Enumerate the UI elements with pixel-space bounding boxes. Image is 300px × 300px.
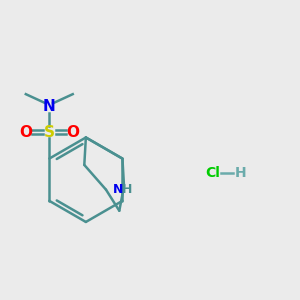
- Text: O: O: [20, 124, 33, 140]
- Text: S: S: [44, 124, 55, 140]
- Text: O: O: [66, 124, 79, 140]
- Text: H: H: [235, 167, 246, 181]
- Text: N: N: [43, 100, 56, 115]
- Text: Cl: Cl: [205, 167, 220, 181]
- Text: H: H: [122, 183, 132, 196]
- Text: N: N: [113, 183, 123, 196]
